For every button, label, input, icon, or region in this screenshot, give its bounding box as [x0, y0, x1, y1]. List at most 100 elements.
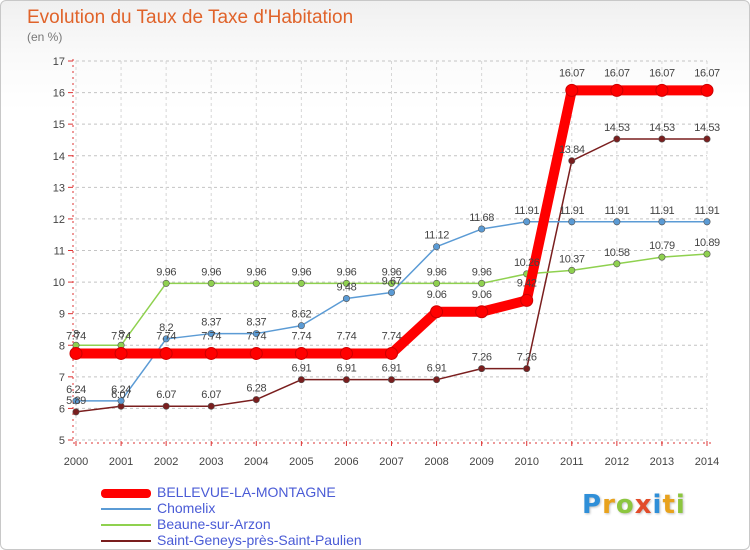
data-label-2-4: 9.96	[246, 266, 266, 278]
data-label-1-1: 6.24	[111, 384, 131, 396]
data-point-2-11	[568, 266, 576, 274]
data-label-3-4: 6.28	[246, 383, 266, 395]
data-point-1-5	[297, 322, 305, 330]
chart-title: Evolution du Taux de Taxe d'Habitation	[27, 7, 354, 28]
legend-label-chomelix: Chomelix	[157, 500, 216, 516]
data-label-0-9: 9.06	[472, 289, 492, 301]
y-tick-label-16: 16	[53, 88, 65, 100]
y-tick-label-7: 7	[59, 372, 65, 384]
x-tick-label-2009: 2009	[469, 456, 493, 468]
data-label-1-9: 11.68	[469, 212, 494, 224]
y-tick-label-6: 6	[59, 403, 65, 415]
y-tick-label-17: 17	[53, 56, 65, 68]
data-point-3-14	[703, 135, 711, 143]
data-label-1-13: 11.91	[650, 205, 675, 217]
data-label-1-5: 8.62	[291, 309, 311, 321]
data-point-2-13	[658, 253, 666, 261]
data-label-2-9: 9.96	[472, 266, 492, 278]
data-label-0-5: 7.74	[291, 330, 311, 342]
data-point-3-9	[478, 365, 486, 373]
data-point-3-13	[658, 135, 666, 143]
data-point-2-3	[207, 279, 215, 287]
x-tick-label-2005: 2005	[289, 456, 313, 468]
data-label-2-2: 9.96	[156, 266, 176, 278]
data-point-2-4	[252, 279, 260, 287]
unit-label: (en %)	[27, 30, 63, 44]
legend-label-beaune: Beaune-sur-Arzon	[157, 516, 271, 532]
data-label-1-12: 11.91	[604, 205, 629, 217]
data-point-0-12	[610, 83, 624, 97]
data-label-1-10: 11.91	[514, 205, 539, 217]
x-tick-label-2011: 2011	[560, 456, 584, 468]
data-label-2-10: 10.26	[514, 257, 540, 269]
data-label-0-1: 7.74	[111, 330, 131, 342]
data-label-3-13: 14.53	[649, 122, 675, 134]
data-label-2-6: 9.96	[337, 266, 357, 278]
data-point-1-1	[117, 397, 125, 405]
data-point-3-3	[207, 402, 215, 410]
data-point-0-5	[294, 346, 308, 360]
x-tick-label-2000: 2000	[64, 456, 88, 468]
data-point-3-2	[162, 402, 170, 410]
data-point-0-3	[204, 346, 218, 360]
data-point-0-9	[475, 305, 489, 319]
y-tick-label-13: 13	[53, 182, 65, 194]
legend-swatch-bellevue	[101, 489, 151, 498]
data-point-0-0	[69, 346, 83, 360]
data-point-0-13	[655, 83, 669, 97]
data-point-1-11	[568, 218, 576, 226]
data-point-1-10	[523, 218, 531, 226]
legend-swatch-beaune	[101, 524, 151, 526]
y-tick-label-5: 5	[59, 435, 65, 447]
x-tick-label-2010: 2010	[514, 456, 538, 468]
data-label-3-1: 6.07	[111, 389, 131, 401]
data-label-1-7: 9.67	[382, 276, 402, 288]
data-point-0-2	[159, 346, 173, 360]
data-label-3-0: 5.89	[66, 395, 86, 407]
data-label-1-3: 8.37	[201, 317, 221, 329]
x-tick-label-2012: 2012	[605, 456, 629, 468]
y-tick-label-8: 8	[59, 340, 65, 352]
data-label-0-8: 9.06	[427, 289, 447, 301]
data-point-1-9	[478, 225, 486, 233]
y-tick-label-9: 9	[59, 309, 65, 321]
data-point-3-4	[252, 396, 260, 404]
x-tick-label-2008: 2008	[424, 456, 448, 468]
data-point-1-7	[387, 289, 395, 297]
data-point-0-4	[249, 346, 263, 360]
data-label-3-5: 6.91	[291, 363, 311, 375]
data-label-3-10: 7.26	[517, 352, 537, 364]
data-label-0-4: 7.74	[246, 330, 266, 342]
data-point-1-6	[342, 295, 350, 303]
data-point-2-6	[342, 279, 350, 287]
data-label-2-14: 10.89	[694, 237, 720, 249]
data-label-0-6: 7.74	[337, 330, 357, 342]
data-point-1-4	[252, 330, 260, 338]
data-point-3-0	[72, 408, 80, 416]
data-point-3-8	[433, 376, 441, 384]
data-label-0-2: 7.74	[156, 330, 176, 342]
data-label-2-0: 8	[73, 328, 79, 340]
data-label-3-3: 6.07	[201, 389, 221, 401]
data-label-3-14: 14.53	[694, 122, 720, 134]
data-label-1-14: 11.91	[695, 205, 720, 217]
data-label-3-2: 6.07	[156, 389, 176, 401]
data-label-0-0: 7.74	[66, 330, 86, 342]
data-point-2-5	[297, 279, 305, 287]
data-point-3-11	[568, 157, 576, 165]
data-label-0-7: 7.74	[382, 330, 402, 342]
data-label-1-4: 8.37	[246, 317, 266, 329]
data-point-2-7	[387, 279, 395, 287]
data-point-1-13	[658, 218, 666, 226]
data-point-2-12	[613, 260, 621, 268]
legend-swatch-saint-geneys	[101, 540, 151, 542]
data-point-3-10	[523, 365, 531, 373]
y-tick-label-15: 15	[53, 119, 65, 131]
data-point-1-3	[207, 330, 215, 338]
data-point-1-12	[613, 218, 621, 226]
data-point-2-14	[703, 250, 711, 258]
data-label-0-13: 16.07	[649, 67, 675, 79]
data-point-2-8	[433, 279, 441, 287]
data-label-0-12: 16.07	[604, 67, 630, 79]
